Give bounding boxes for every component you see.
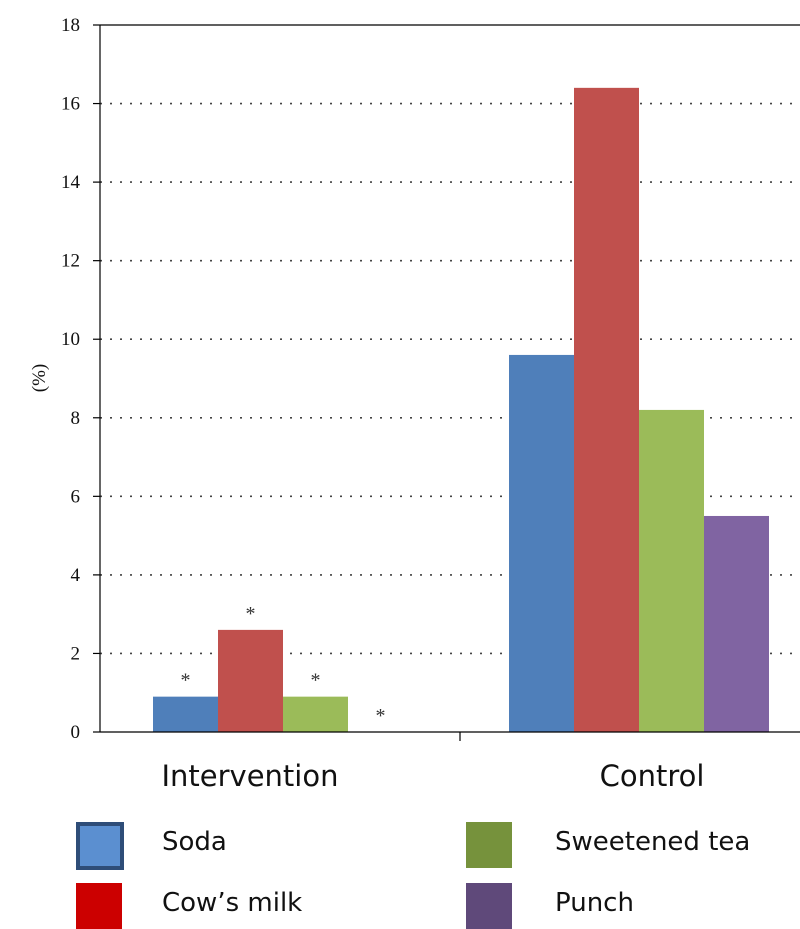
gridlines	[100, 102, 800, 655]
legend-label: Soda	[162, 827, 227, 857]
significance-marker: *	[311, 670, 321, 692]
legend-swatch	[76, 822, 124, 870]
y-tick-label: 10	[61, 329, 80, 350]
y-ticks: 0 2 4 6 8 10 12 14 16 18	[61, 15, 100, 743]
bar-1-1	[574, 87, 639, 733]
y-tick-label: 6	[71, 486, 81, 507]
legend-label: Punch	[555, 888, 634, 918]
legend-swatch	[76, 883, 122, 929]
x-category-label: Intervention	[161, 759, 338, 793]
significance-marker: *	[181, 670, 191, 692]
y-tick-label: 14	[61, 172, 81, 193]
bar-0-2	[283, 696, 348, 732]
y-tick-label: 4	[71, 565, 81, 586]
x-category-label: Control	[600, 759, 705, 793]
bar-0-1	[218, 629, 283, 732]
x-ticks: Intervention Control	[161, 732, 704, 793]
y-tick-label: 16	[61, 94, 80, 115]
bar-1-2	[639, 409, 704, 732]
legend-label: Sweetened tea	[555, 827, 750, 857]
y-tick-label: 12	[61, 251, 80, 272]
axes	[99, 24, 800, 733]
bar-1-0	[509, 354, 574, 732]
bar-1-3	[704, 515, 769, 732]
y-tick-label: 8	[71, 408, 81, 429]
legend-swatch	[466, 883, 512, 929]
significance-marker: *	[376, 705, 386, 727]
y-axis-label: (%)	[29, 364, 50, 392]
legend: Soda Cow’s milk Sweetened tea Punch	[76, 822, 750, 929]
legend-swatch	[466, 822, 512, 868]
y-tick-label: 0	[71, 722, 81, 743]
bars	[153, 87, 769, 733]
bar-0-0	[153, 696, 218, 732]
significance-marker: *	[246, 603, 256, 625]
annotations: * * * *	[181, 603, 386, 727]
y-tick-label: 2	[71, 643, 81, 664]
y-tick-label: 18	[61, 15, 80, 36]
legend-label: Cow’s milk	[162, 888, 302, 918]
